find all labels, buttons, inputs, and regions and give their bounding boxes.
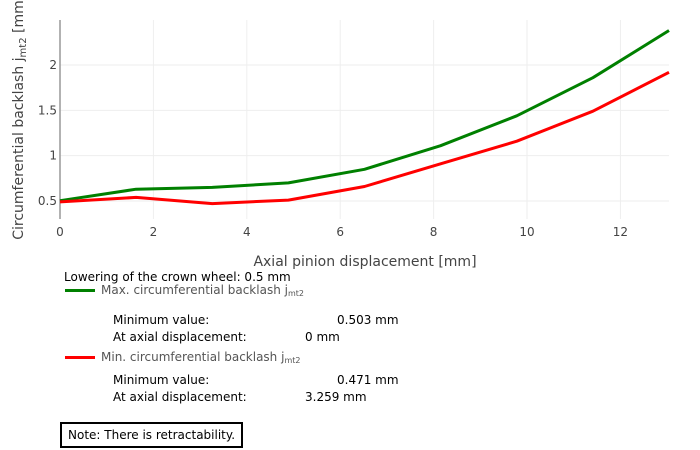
svg-text:0.5: 0.5 bbox=[38, 194, 57, 208]
svg-text:10: 10 bbox=[519, 225, 534, 239]
min-minimum-label: Minimum value: bbox=[113, 373, 210, 387]
svg-text:6: 6 bbox=[336, 225, 344, 239]
legend-line-min-icon bbox=[65, 356, 95, 359]
svg-text:2: 2 bbox=[150, 225, 158, 239]
legend-max-label: Max. circumferential backlash jmt2 bbox=[101, 283, 304, 298]
legend-min-label: Min. circumferential backlash jmt2 bbox=[101, 350, 301, 365]
min-at-label: At axial displacement: bbox=[113, 390, 247, 404]
svg-text:1: 1 bbox=[49, 149, 57, 163]
x-axis-title: Axial pinion displacement [mm] bbox=[253, 254, 476, 270]
lowering-label: Lowering of the crown wheel: 0.5 mm bbox=[64, 270, 291, 284]
max-at-label: At axial displacement: bbox=[113, 330, 247, 344]
y-axis-title: Circumferential backlash jmt2 [mm bbox=[11, 0, 29, 240]
max-minimum-value: 0.503 mm bbox=[337, 313, 399, 327]
svg-text:0: 0 bbox=[56, 225, 64, 239]
retractability-note: Note: There is retractability. bbox=[60, 422, 244, 448]
min-minimum-value: 0.471 mm bbox=[337, 373, 399, 387]
max-minimum-label: Minimum value: bbox=[113, 313, 210, 327]
backlash-chart: 0 2 4 6 8 10 12 0.5 1 1.5 2 Axial pinion displacem… bbox=[11, 0, 670, 270]
svg-text:12: 12 bbox=[613, 225, 628, 239]
legend-min: Min. circumferential backlash jmt2 bbox=[65, 350, 300, 365]
svg-text:1.5: 1.5 bbox=[38, 103, 57, 117]
legend-max: Max. circumferential backlash jmt2 bbox=[65, 283, 304, 298]
tick-labels: 0 2 4 6 8 10 12 0.5 1 1.5 2 bbox=[38, 58, 628, 239]
min-at-value: 3.259 mm bbox=[305, 390, 367, 404]
grid-lines bbox=[60, 20, 669, 219]
svg-text:4: 4 bbox=[243, 225, 251, 239]
svg-text:8: 8 bbox=[430, 225, 438, 239]
svg-text:2: 2 bbox=[49, 58, 57, 72]
max-at-value: 0 mm bbox=[305, 330, 340, 344]
legend-line-max-icon bbox=[65, 289, 95, 292]
data-series bbox=[59, 29, 670, 206]
